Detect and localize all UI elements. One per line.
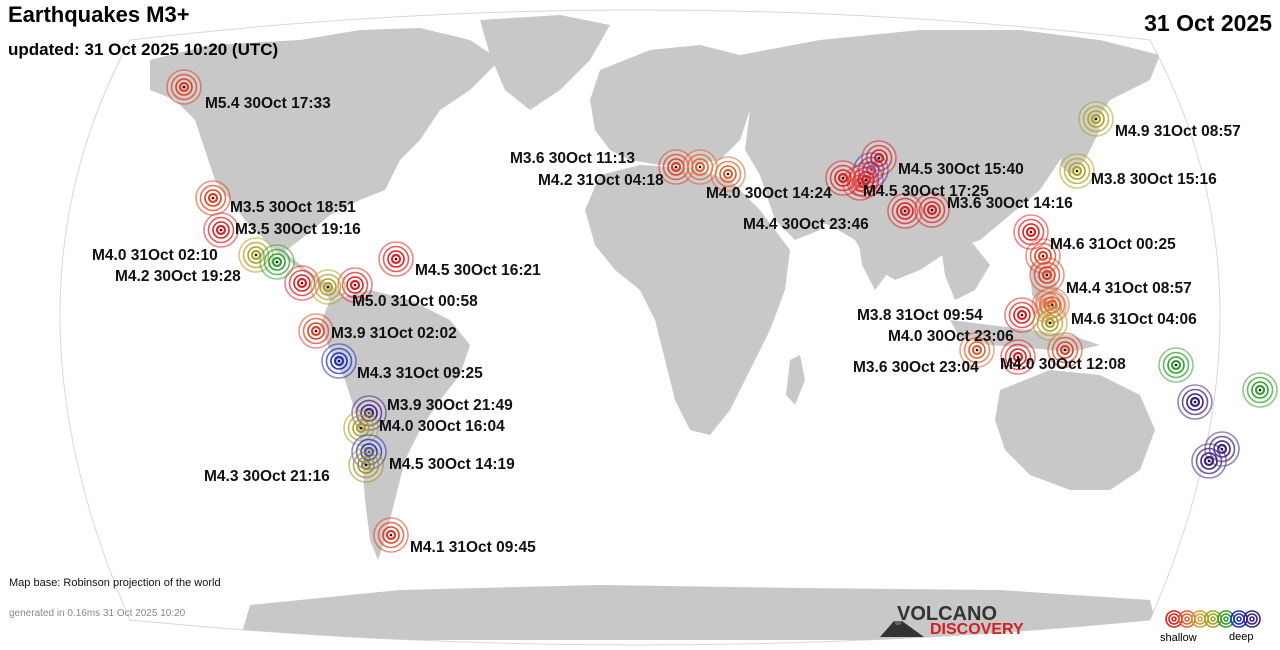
quake-label: M4.5 30Oct 14:19: [389, 456, 515, 473]
quake-marker-extra[interactable]: [1158, 347, 1194, 383]
madagascar: [786, 355, 805, 405]
land-masses: [150, 15, 1220, 640]
quake-label: M5.0 31Oct 00:58: [352, 293, 478, 310]
quake-label: M3.6 30Oct 11:13: [510, 150, 635, 167]
quake-label: M3.5 30Oct 19:16: [235, 221, 361, 238]
legend-deep-label: deep: [1229, 631, 1254, 643]
depth-legend: shallow deep: [1160, 608, 1270, 648]
quake-label: M4.0 30Oct 16:04: [379, 418, 505, 435]
india: [855, 215, 910, 290]
quake-marker-extra[interactable]: [284, 265, 320, 301]
quake-label: M4.9 31Oct 08:57: [1115, 123, 1241, 140]
quake-marker[interactable]: [1004, 297, 1040, 333]
volcano-icon: [880, 621, 924, 637]
quake-label: M4.0 30Oct 23:06: [888, 328, 1014, 345]
quake-marker[interactable]: [378, 241, 414, 277]
quake-marker[interactable]: [861, 140, 897, 176]
quake-marker[interactable]: [959, 332, 995, 368]
quake-marker[interactable]: [887, 193, 923, 229]
quake-marker[interactable]: [310, 269, 346, 305]
quake-marker[interactable]: [848, 162, 884, 198]
quake-label: M4.5 30Oct 17:25: [863, 183, 989, 200]
quake-label: M3.9 31Oct 02:02: [331, 325, 457, 342]
quake-marker[interactable]: [914, 192, 950, 228]
quake-label: M3.6 30Oct 23:04: [853, 359, 979, 376]
europe: [590, 45, 760, 165]
earthquake-labels: M5.4 30Oct 17:33 M3.5 30Oct 18:51 M3.5 30O…: [92, 95, 1241, 556]
australia: [995, 370, 1155, 490]
south-america: [320, 290, 470, 560]
southeast-asia: [940, 240, 990, 300]
quake-label: M3.6 30Oct 14:16: [947, 195, 1073, 212]
quake-label: M4.6 31Oct 04:06: [1071, 311, 1197, 328]
quake-label: M4.3 31Oct 09:25: [357, 365, 483, 382]
updated-timestamp: updated: 31 Oct 2025 10:20 (UTC): [8, 40, 279, 59]
quake-marker[interactable]: [343, 410, 379, 446]
quake-marker[interactable]: [825, 160, 861, 196]
earthquake-markers: [166, 69, 1278, 553]
current-date: 31 Oct 2025: [1144, 10, 1272, 36]
quake-marker[interactable]: [259, 244, 295, 280]
quake-marker[interactable]: [321, 343, 357, 379]
quake-label: M4.0 30Oct 14:24: [706, 185, 832, 202]
quake-marker[interactable]: [373, 517, 409, 553]
quake-label: M4.0 31Oct 02:10: [92, 247, 218, 264]
quake-label: M4.6 31Oct 00:25: [1050, 236, 1176, 253]
quake-label: M3.8 31Oct 09:54: [857, 307, 983, 324]
quake-marker-extra[interactable]: [1242, 372, 1278, 408]
quake-marker-extra[interactable]: [1191, 443, 1227, 479]
quake-marker-extra[interactable]: [337, 267, 373, 303]
page-title: Earthquakes M3+: [8, 2, 190, 27]
quake-marker[interactable]: [195, 180, 231, 216]
arabia: [760, 175, 830, 240]
quake-label: M4.5 30Oct 15:40: [898, 161, 1024, 178]
logo-text-volcano: VOLCANO: [897, 603, 997, 625]
quake-label: M5.4 30Oct 17:33: [205, 95, 331, 112]
africa: [585, 165, 790, 435]
depth-legend-rings: [1165, 610, 1261, 628]
logo-text-discovery: DISCOVERY: [930, 621, 1024, 638]
greenland: [480, 15, 610, 110]
legend-shallow-label: shallow: [1160, 632, 1197, 644]
quake-label: M3.8 30Oct 15:16: [1091, 171, 1217, 188]
quake-label: M4.4 31Oct 08:57: [1066, 280, 1192, 297]
quake-label: M4.2 31Oct 04:18: [538, 172, 664, 189]
north-america: [150, 28, 500, 255]
quake-label: M4.3 30Oct 21:16: [204, 468, 330, 485]
quake-marker[interactable]: [203, 212, 239, 248]
generated-note: generated in 0.16ms 31 Oct 2025 10:20: [9, 608, 186, 619]
legend-ring: [1243, 610, 1261, 628]
volcano-discovery-logo[interactable]: VOLCANO DISCOVERY: [880, 603, 1040, 643]
quake-marker[interactable]: [298, 313, 334, 349]
quake-label: M3.5 30Oct 18:51: [230, 199, 356, 216]
map-base-note: Map base: Robinson projection of the wor…: [9, 577, 221, 589]
quake-marker-extra[interactable]: [1177, 384, 1213, 420]
quake-marker[interactable]: [166, 69, 202, 105]
quake-marker[interactable]: [1029, 257, 1065, 293]
quake-label: M4.4 30Oct 23:46: [743, 216, 869, 233]
quake-marker[interactable]: [682, 149, 718, 185]
quake-marker[interactable]: [1032, 305, 1068, 341]
quake-label: M4.1 31Oct 09:45: [410, 539, 536, 556]
quake-marker-extra[interactable]: [1047, 332, 1083, 368]
quake-marker[interactable]: [348, 447, 384, 483]
quake-marker[interactable]: [1013, 214, 1049, 250]
quake-marker[interactable]: [1000, 339, 1036, 375]
asia: [740, 30, 1160, 280]
quake-marker[interactable]: [1059, 153, 1095, 189]
quake-label: M4.5 30Oct 16:21: [415, 262, 541, 279]
quake-marker[interactable]: [1078, 101, 1114, 137]
quake-label: M4.2 30Oct 19:28: [115, 268, 241, 285]
antarctica: [240, 585, 1160, 640]
quake-label: M3.9 30Oct 21:49: [387, 397, 513, 414]
quake-label: M4.0 30Oct 12:08: [1000, 356, 1126, 373]
